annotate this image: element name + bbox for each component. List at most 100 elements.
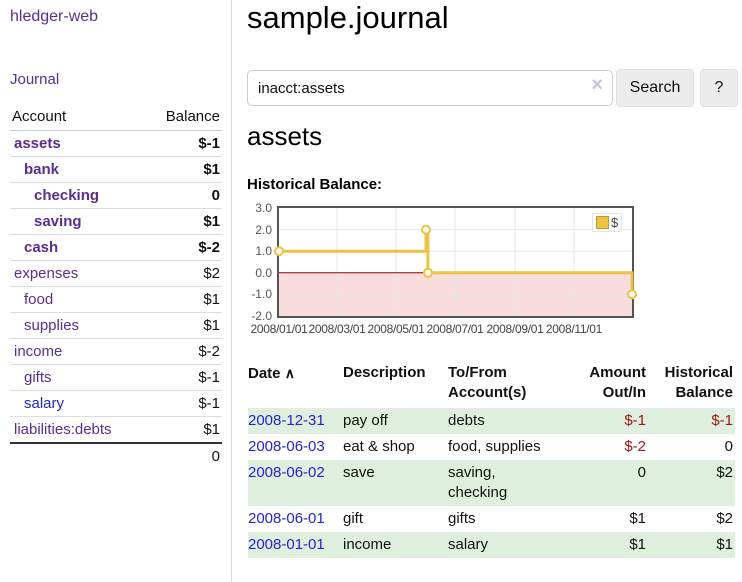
account-link-supplies[interactable]: supplies: [24, 317, 80, 334]
search-button[interactable]: Search: [616, 69, 694, 107]
account-link-income[interactable]: income: [14, 343, 63, 360]
account-link-expenses[interactable]: expenses: [14, 265, 79, 282]
accounts-header-row: Account Balance: [10, 103, 222, 131]
sidebar-item-journal[interactable]: Journal: [10, 71, 60, 88]
amount-cell: 0: [578, 460, 648, 506]
account-row-food: food $1: [10, 286, 222, 313]
x-tick-label: 2008/05/01: [367, 322, 425, 336]
balance-cell: $2: [648, 460, 735, 506]
account-balance: $1: [145, 312, 222, 339]
x-tick-label: 2008/07/01: [426, 322, 484, 336]
account-link-gifts[interactable]: gifts: [24, 369, 52, 386]
account-row-checking: checking 0: [10, 182, 222, 209]
chart-canvas: [274, 208, 637, 316]
y-tick-label: 0.0: [255, 265, 272, 280]
amount-cell: $1: [578, 532, 648, 558]
account-row-bank: bank $1: [10, 156, 222, 183]
chart-x-axis: 2008/01/01 2008/03/01 2008/05/01 2008/07/01…: [250, 322, 634, 338]
account-link-saving[interactable]: saving: [34, 213, 82, 230]
y-tick-label: -2.0: [251, 309, 272, 323]
register-header-balance: Historical Balance: [664, 364, 733, 401]
date-link[interactable]: 2008-01-01: [248, 536, 325, 553]
account-row-income: income $-2: [10, 338, 222, 365]
balance-cell: $-1: [648, 408, 735, 434]
balance-cell: 0: [724, 438, 733, 455]
accounts-total-value: 0: [145, 442, 222, 469]
search-box: ×: [247, 70, 613, 106]
register-header-description: Description: [343, 364, 426, 381]
account-balance: 0: [145, 182, 222, 209]
balance-cell: $2: [716, 510, 733, 527]
accounts-header-balance: Balance: [145, 103, 222, 131]
balance-chart: 3.0 2.0 1.0 0.0 -1.0 -2.0 $ 2008/01/01 2008/03…: [240, 198, 660, 343]
register-row[interactable]: 2008-06-02 save saving, checking 0 $2: [248, 460, 735, 506]
account-row-cash: cash $-2: [10, 234, 222, 261]
y-tick-label: -1.0: [251, 287, 272, 302]
app-title-link[interactable]: hledger-web: [10, 8, 99, 25]
balance-cell: $1: [648, 532, 735, 558]
account-row-salary: salary $-1: [10, 390, 222, 417]
help-button[interactable]: ?: [700, 69, 738, 107]
x-tick-label: 2008/01/01: [250, 322, 308, 336]
amount-cell: $-2: [624, 438, 646, 455]
account-balance: $-1: [145, 390, 222, 417]
account-row-saving: saving $1: [10, 208, 222, 235]
account-row-assets: assets $-1: [10, 131, 222, 157]
legend-swatch-icon: [596, 216, 609, 229]
description-cell: eat & shop: [343, 438, 415, 455]
accounts-cell: debts: [448, 408, 578, 434]
register-header-accounts: To/From Account(s): [448, 364, 527, 401]
register-row[interactable]: 2008-01-01 income salary $1 $1: [248, 532, 735, 558]
chart-title: Historical Balance:: [247, 176, 383, 193]
accounts-cell: food, supplies: [448, 438, 541, 455]
account-link-assets[interactable]: assets: [14, 135, 61, 152]
account-balance: $1: [145, 416, 222, 443]
register-row[interactable]: 2008-06-01 gift gifts $1 $2: [248, 506, 735, 532]
chart-y-axis: 3.0 2.0 1.0 0.0 -1.0 -2.0: [240, 201, 272, 323]
amount-cell: $1: [629, 510, 646, 527]
account-row-liabilities-debts: liabilities:debts $1: [10, 416, 222, 443]
search-input[interactable]: [247, 70, 613, 106]
account-balance: $2: [145, 260, 222, 287]
y-tick-label: 2.0: [255, 222, 272, 237]
description-cell: income: [343, 532, 448, 558]
account-balance: $1: [145, 208, 222, 235]
legend-label: $: [611, 215, 619, 230]
date-link[interactable]: 2008-12-31: [248, 412, 325, 429]
accounts-cell: gifts: [448, 510, 476, 527]
account-row-expenses: expenses $2: [10, 260, 222, 287]
account-link-salary[interactable]: salary: [24, 395, 65, 412]
chart-plot-area[interactable]: [274, 206, 637, 318]
account-link-liabilities-debts[interactable]: liabilities:debts: [14, 421, 112, 438]
register-row[interactable]: 2008-06-03 eat & shop food, supplies $-2…: [248, 434, 735, 460]
amount-cell: $-1: [578, 408, 648, 434]
account-link-cash[interactable]: cash: [24, 239, 59, 256]
register-row[interactable]: 2008-12-31 pay off debts $-1 $-1: [248, 408, 735, 434]
x-tick-label: 2008/11/01: [545, 322, 603, 336]
date-link[interactable]: 2008-06-02: [248, 464, 325, 481]
clear-search-icon[interactable]: ×: [591, 74, 603, 96]
account-balance: $1: [145, 156, 222, 183]
description-cell: pay off: [343, 408, 448, 434]
sort-ascending-icon: ∧: [284, 365, 295, 381]
register-header-date[interactable]: Date ∧: [248, 365, 295, 382]
accounts-header-account: Account: [10, 103, 146, 131]
accounts-total-row: 0: [10, 442, 222, 469]
account-balance: $-2: [145, 234, 222, 261]
account-link-bank[interactable]: bank: [24, 161, 60, 178]
page-title: sample.journal: [247, 0, 449, 35]
y-tick-label: 1.0: [255, 244, 272, 259]
register-table: Date ∧ Description To/From Account(s) Am…: [248, 360, 735, 558]
y-tick-label: 3.0: [255, 201, 272, 215]
account-balance: $1: [145, 286, 222, 313]
date-link[interactable]: 2008-06-03: [248, 438, 325, 455]
account-row-gifts: gifts $-1: [10, 364, 222, 391]
account-link-checking[interactable]: checking: [34, 187, 100, 204]
sidebar: hledger-web Journal Account Balance asse…: [0, 0, 232, 582]
date-link[interactable]: 2008-06-01: [248, 510, 325, 527]
accounts-cell: salary: [448, 532, 578, 558]
chart-legend: $: [592, 213, 623, 232]
x-tick-label: 2008/03/01: [308, 322, 366, 336]
account-link-food[interactable]: food: [24, 291, 54, 308]
